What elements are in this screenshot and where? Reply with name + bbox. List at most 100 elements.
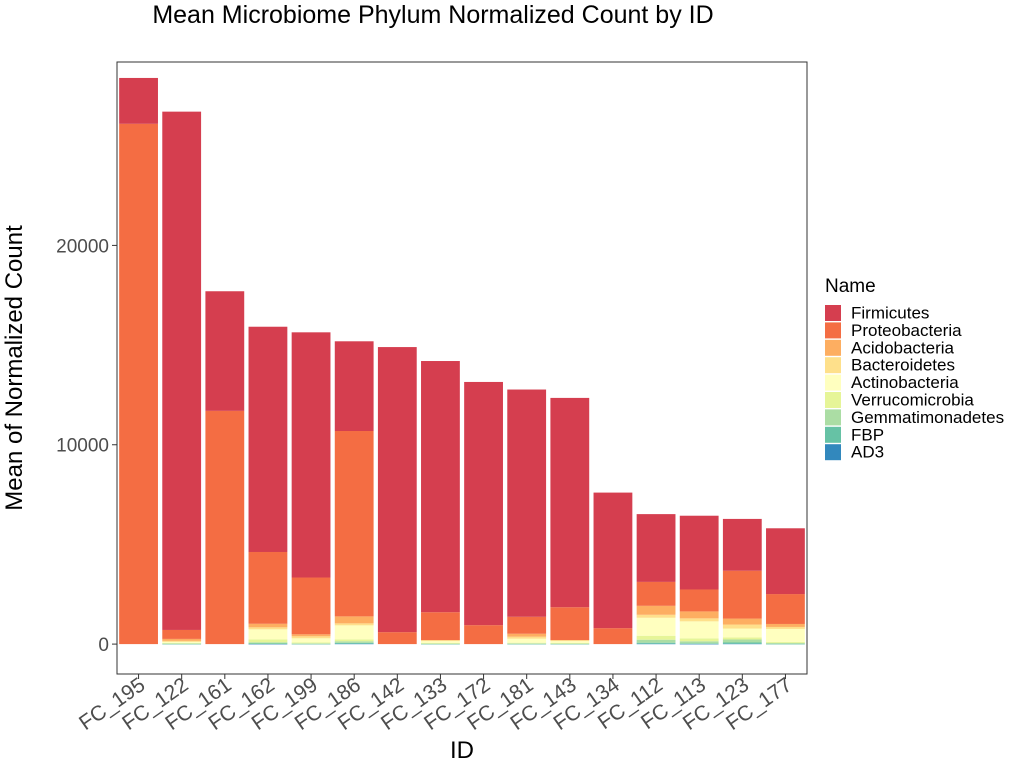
bar-segment-proteobacteria [507,616,547,634]
bar-segment-firmicutes [464,381,503,626]
bar-segment-bacteroidetes [507,636,547,639]
bar-stack-fc-143 [550,397,590,645]
bar-segment-proteobacteria [291,577,331,635]
bar-segment-bacteroidetes [766,626,805,629]
bar-segment-proteobacteria [550,607,590,641]
legend-label-gemmatimonadetes: Gemmatimonadetes [851,408,1004,427]
bar-segment-fbp [421,643,460,645]
bar-segment-firmicutes [636,514,676,582]
bar-segment-proteobacteria [334,430,374,617]
bar-segment-firmicutes [205,291,245,411]
legend-label-verrucomicrobia: Verrucomicrobia [851,391,974,410]
bar-segment-bacteroidetes [722,624,762,629]
x-axis-title: ID [450,737,474,764]
bar-segment-fbp [722,642,762,644]
legend-swatch-acidobacteria [825,339,841,356]
bar-segment-firmicutes [722,518,762,571]
bar-segment-acidobacteria [722,618,762,625]
bar-segment-firmicutes [334,341,374,431]
bar-stack-fc-142 [377,347,417,645]
bar-stack-fc-112 [636,514,676,645]
legend-swatch-fbp [825,426,841,443]
bar-segment-firmicutes [248,326,288,552]
bar-segment-proteobacteria [766,594,805,624]
bar-segment-verrucomicrobia [722,637,762,640]
plot-panel-border [116,61,808,675]
y-tick-label: 10000 [56,436,109,457]
bar-segment-ad3 [334,643,374,645]
bar-stack-fc-195 [119,77,158,645]
bar-segment-acidobacteria [162,638,202,641]
legend-swatch-bacteroidetes [825,357,841,374]
legend-label-ad3: AD3 [851,443,884,462]
legend-swatch-actinobacteria [825,374,841,391]
bar-segment-gemmatimonadetes [248,642,288,644]
bar-segment-gemmatimonadetes [766,642,805,644]
bar-stack-fc-161 [205,291,245,645]
bar-stack-fc-199 [291,332,331,645]
bar-segment-proteobacteria [119,123,158,645]
bar-stack-fc-186 [334,341,374,645]
legend-label-bacteroidetes: Bacteroidetes [851,356,955,375]
bar-segment-acidobacteria [507,633,547,637]
bar-segment-actinobacteria [679,621,719,639]
bar-segment-actinobacteria [421,641,460,644]
bar-stack-fc-122 [162,111,202,645]
bar-segment-firmicutes [679,515,719,590]
bar-segment-fbp [291,643,331,645]
bar-segment-verrucomicrobia [162,642,202,644]
bar-segment-gemmatimonadetes [334,641,374,643]
legend-label-proteobacteria: Proteobacteria [851,321,962,340]
bar-segment-verrucomicrobia [507,642,547,644]
bar-segment-actinobacteria [550,641,590,644]
bar-segment-actinobacteria [248,629,288,640]
bar-segment-gemmatimonadetes [291,643,331,644]
y-tick-label: 20000 [56,236,109,257]
bar-segment-proteobacteria [205,410,245,645]
bar-segment-actinobacteria [766,628,805,642]
bar-stack-fc-181 [507,389,547,645]
bar-segment-bacteroidetes [679,618,719,622]
bar-segment-firmicutes [162,111,202,630]
bar-segment-proteobacteria [421,612,460,641]
bar-segment-actinobacteria [507,638,547,643]
bar-segment-verrucomicrobia [550,643,590,644]
bar-segment-gemmatimonadetes [421,643,460,644]
bar-segment-fbp [766,643,805,645]
bar-segment-verrucomicrobia [334,639,374,642]
bar-segment-firmicutes [119,77,158,124]
bar-segment-bacteroidetes [162,640,202,642]
bar-segment-gemmatimonadetes [636,639,676,643]
bar-segment-actinobacteria [291,638,331,643]
bar-segment-fbp [507,643,547,645]
bar-segment-actinobacteria [334,625,374,640]
bar-stack-fc-133 [421,361,460,645]
bar-segment-gemmatimonadetes [722,639,762,643]
legend-swatch-firmicutes [825,305,841,321]
bar-stack-fc-172 [464,381,503,645]
bar-segment-bacteroidetes [550,640,590,642]
legend-swatch-verrucomicrobia [825,392,841,408]
bar-segment-firmicutes [291,332,331,578]
bar-segment-bacteroidetes [636,614,676,618]
bar-segment-verrucomicrobia [636,635,676,640]
bar-segment-acidobacteria [291,634,331,637]
bar-segment-proteobacteria [593,628,633,645]
bar-segment-gemmatimonadetes [507,643,547,644]
bar-segment-proteobacteria [248,552,288,624]
bar-segment-firmicutes [766,528,805,595]
bar-segment-actinobacteria [636,617,676,636]
x-axis: FC_195FC_122FC_161FC_162FC_199FC_186FC_1… [75,673,796,735]
bar-stack-fc-113 [679,515,719,645]
bar-segment-proteobacteria [679,589,719,612]
y-tick-label: 0 [98,635,109,656]
bar-segment-gemmatimonadetes [679,641,719,644]
bar-segment-verrucomicrobia [248,639,288,643]
legend-label-actinobacteria: Actinobacteria [851,373,959,392]
bar-stack-fc-123 [722,518,762,645]
bar-segment-gemmatimonadetes [550,643,590,644]
y-axis: 0 10000 20000 [56,236,117,656]
bar-segment-actinobacteria [722,628,762,638]
bar-segment-fbp [679,643,719,644]
